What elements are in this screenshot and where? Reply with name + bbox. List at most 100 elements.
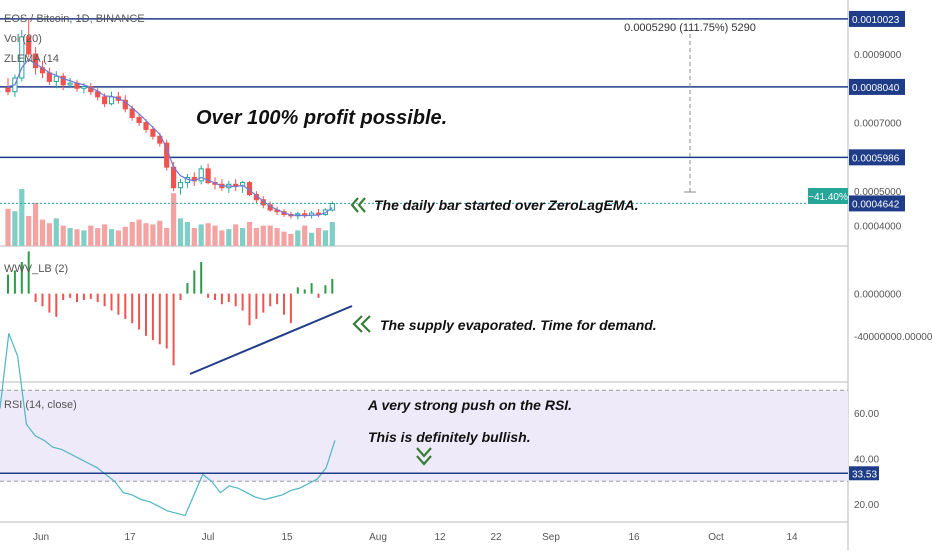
- wwv-bar: [227, 293, 230, 303]
- wwv-bar: [303, 289, 306, 294]
- candle-body: [67, 82, 73, 86]
- wwv-bar: [200, 262, 203, 294]
- volume-bar: [108, 229, 115, 246]
- volume-bar: [136, 219, 142, 246]
- candle-body: [5, 87, 11, 93]
- annotation-bullish: This is definitely bullish.: [368, 429, 531, 445]
- wwv-bar: [248, 293, 251, 326]
- volume-bar: [329, 222, 335, 246]
- annotation-rsi-push: A very strong push on the RSI.: [367, 397, 572, 413]
- wwv-bar: [269, 293, 272, 307]
- wwv-bar: [96, 293, 99, 303]
- symbol-title: EOS / Bitcoin, 1D, BINANCE: [4, 13, 145, 25]
- wwv-bar: [186, 283, 189, 294]
- candle-body: [143, 122, 149, 130]
- volume-bar: [74, 229, 80, 246]
- candle-body: [19, 36, 25, 79]
- wwv-bar: [13, 270, 16, 294]
- candle-body: [129, 108, 135, 118]
- wwv-bar: [331, 278, 334, 294]
- wwv-bar: [276, 293, 279, 305]
- candle-body: [60, 75, 66, 86]
- time-tick-label: Sep: [542, 532, 560, 543]
- volume-bars: [5, 189, 335, 246]
- price-tick-label: 0.0007000: [854, 119, 902, 130]
- volume-bar: [102, 224, 108, 246]
- volume-bar: [295, 230, 301, 246]
- volume-bar: [26, 216, 32, 246]
- volume-bar: [164, 228, 170, 246]
- volume-bar: [53, 218, 59, 246]
- volume-bar: [150, 224, 156, 246]
- candle-body: [150, 128, 156, 137]
- volume-bar: [253, 228, 259, 246]
- volume-bar: [88, 225, 94, 246]
- price-level-tag-label: 0.0010023: [852, 15, 900, 26]
- volume-bar: [157, 220, 163, 246]
- volume-bar: [274, 228, 280, 246]
- wwv-bar: [172, 293, 175, 366]
- wwv-bar: [48, 293, 51, 313]
- volume-bar: [95, 228, 101, 246]
- wwv-bar: [255, 293, 258, 319]
- price-tick-label: 0.0005000: [854, 187, 902, 198]
- volume-bar: [115, 230, 121, 246]
- wwv-bar: [110, 293, 113, 311]
- wwv-bar: [179, 293, 182, 300]
- zlema-line: [7, 58, 333, 217]
- candle-body: [302, 213, 308, 216]
- volume-bar: [260, 225, 266, 246]
- candle-body: [26, 36, 32, 55]
- zlema-study-label: ZLEMA (14: [4, 53, 59, 65]
- wwv-bar: [131, 293, 134, 324]
- time-tick-label: Oct: [708, 532, 724, 543]
- volume-bar: [129, 222, 135, 246]
- volume-bar: [33, 202, 39, 246]
- volume-bar: [184, 222, 190, 246]
- price-tick-label: 0.0004000: [854, 221, 902, 232]
- candle-body: [33, 53, 39, 69]
- volume-bar: [219, 230, 225, 246]
- volume-bar: [233, 224, 239, 246]
- double-chevron-down-icon: [416, 447, 432, 466]
- wwv-bar: [310, 283, 313, 294]
- volume-bar: [5, 208, 11, 246]
- wwv-bar: [55, 293, 58, 317]
- volume-bar: [226, 229, 232, 246]
- volume-bar: [67, 228, 73, 246]
- wwv-bar: [214, 293, 216, 300]
- oscillator-axis: 0.0000000 -40000000.0000000: [854, 290, 932, 343]
- volume-bar: [143, 223, 149, 246]
- volume-bar: [309, 232, 315, 246]
- volume-bar: [212, 225, 218, 246]
- wwv-bar: [158, 293, 161, 345]
- candle-body: [53, 75, 59, 82]
- volume-bar: [288, 234, 294, 246]
- volume-bar: [19, 189, 25, 246]
- annotation-daily-bar: The daily bar started over ZeroLagEMA.: [374, 197, 639, 213]
- wwv-histogram: [7, 251, 334, 366]
- wwv-bar: [283, 293, 285, 315]
- time-tick-label: 16: [628, 532, 640, 543]
- wwv-bar: [324, 285, 327, 294]
- volume-bar: [281, 231, 287, 246]
- wwv-bar: [151, 293, 154, 341]
- candle-body: [198, 168, 204, 182]
- rsi-line: [0, 333, 336, 517]
- time-tick-label: 14: [786, 532, 798, 543]
- double-chevron-left-icon: [350, 197, 366, 213]
- price-level-tag: [849, 10, 905, 27]
- volume-bar: [60, 225, 66, 246]
- wwv-bar: [27, 251, 30, 294]
- price-tick-label: 0.0009000: [854, 50, 902, 61]
- wwv-bar: [7, 274, 9, 294]
- oscillator-tick-label: 0.0000000: [854, 290, 902, 301]
- volume-bar: [240, 228, 246, 246]
- annotation-supply: The supply evaporated. Time for demand.: [380, 317, 657, 333]
- time-tick-label: 15: [281, 532, 293, 543]
- candle-body: [171, 166, 177, 189]
- price-level-tag-label: 0.0005986: [852, 153, 900, 164]
- oscillator-trend-line: [189, 305, 353, 375]
